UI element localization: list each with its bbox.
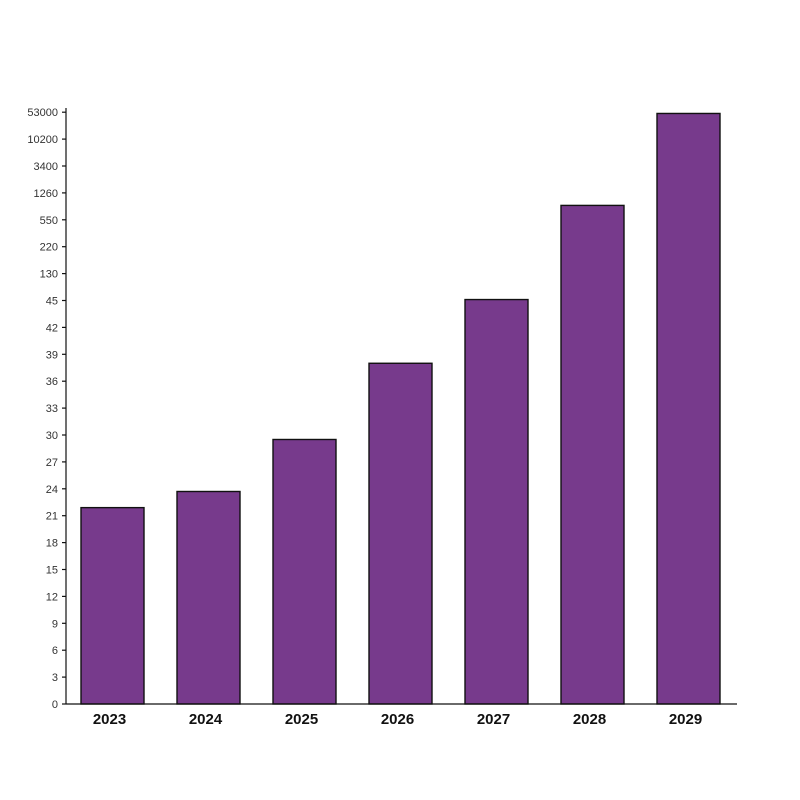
y-tick-label: 42 [46, 322, 58, 334]
y-tick-label: 1260 [34, 188, 58, 200]
y-axis-ticks: 0369121518212427303336394245130220550126… [27, 107, 66, 711]
x-tick-label: 2027 [477, 711, 510, 728]
x-tick-label: 2025 [285, 711, 318, 728]
y-tick-label: 53000 [27, 107, 58, 119]
bars-layer [80, 112, 721, 705]
y-tick-label: 10200 [27, 134, 58, 146]
y-tick-label: 3400 [34, 161, 58, 173]
bar-2024 [176, 490, 241, 705]
y-tick-label: 21 [46, 511, 58, 523]
y-tick-label: 33 [46, 403, 58, 415]
x-axis-ticks: 2023 2024 2025 2026 2027 2028 2029 [93, 711, 702, 728]
y-tick-label: 27 [46, 457, 58, 469]
bar-2025 [272, 438, 337, 705]
x-tick-label: 2028 [573, 711, 606, 728]
y-tick-label: 3 [52, 672, 58, 684]
y-tick-label: 130 [40, 269, 58, 281]
x-tick-label: 2024 [189, 711, 223, 728]
y-tick-label: 39 [46, 349, 58, 361]
y-tick-label: 0 [52, 699, 58, 711]
y-tick-label: 220 [40, 242, 58, 254]
bar-2027 [464, 298, 529, 705]
y-tick-label: 12 [46, 591, 58, 603]
y-tick-label: 24 [46, 484, 58, 496]
y-tick-label: 45 [46, 296, 58, 308]
x-tick-label: 2029 [669, 711, 702, 728]
y-tick-label: 6 [52, 645, 58, 657]
y-tick-label: 550 [40, 215, 58, 227]
bar-2029 [656, 112, 721, 705]
bar-2026 [368, 362, 433, 705]
y-tick-label: 9 [52, 618, 58, 630]
y-tick-label: 30 [46, 430, 58, 442]
y-tick-label: 15 [46, 565, 58, 577]
x-tick-label: 2026 [381, 711, 414, 728]
bar-2023 [80, 506, 145, 705]
y-tick-label: 36 [46, 376, 58, 388]
x-tick-label: 2023 [93, 711, 126, 728]
y-tick-label: 18 [46, 538, 58, 550]
bar-2028 [560, 204, 625, 705]
